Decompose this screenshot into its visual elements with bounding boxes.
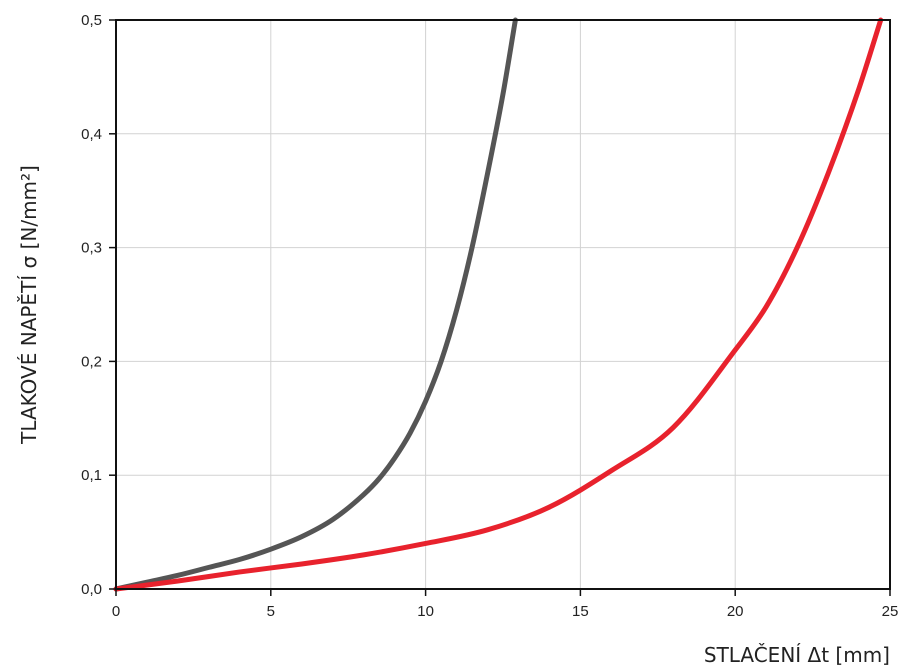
y-tick-label: 0,4 [81, 126, 102, 143]
x-tick-label: 5 [267, 603, 275, 620]
y-tick-label: 0,5 [81, 12, 102, 29]
series-line-1 [113, 17, 518, 592]
x-tick-label: 10 [417, 603, 434, 620]
x-axis-label: STLAČENÍ Δt [mm] [704, 643, 890, 667]
y-tick-label: 0,2 [81, 353, 102, 370]
y-tick-label: 0,0 [81, 581, 102, 598]
ticks: 0 5 10 15 20 25 0,0 0,1 0,2 0,3 0,4 0,5 [81, 12, 898, 620]
series-group [113, 17, 884, 592]
y-axis-label: TLAKOVÉ NAPĚTÍ σ [N/mm²] [17, 165, 41, 445]
series-line-2 [113, 17, 884, 592]
plot-frame [115, 19, 891, 590]
grid [116, 20, 890, 589]
x-tick-label: 25 [882, 603, 899, 620]
y-tick-label: 0,1 [81, 467, 102, 484]
y-tick-label: 0,3 [81, 240, 102, 257]
x-tick-label: 0 [112, 603, 120, 620]
x-tick-label: 20 [727, 603, 744, 620]
x-tick-label: 15 [572, 603, 589, 620]
